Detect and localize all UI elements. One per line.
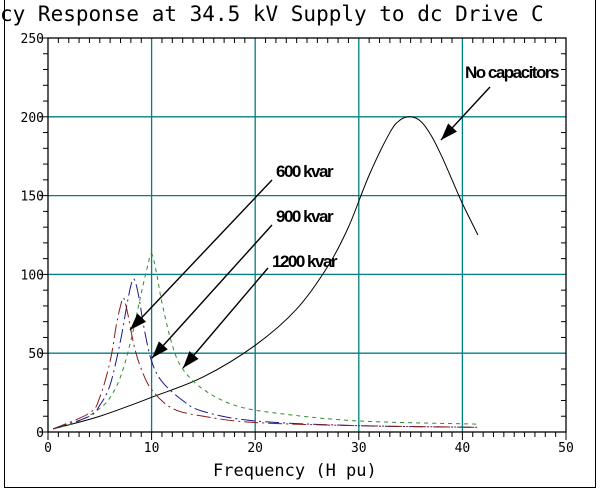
y-tick-label: 100 [21,268,44,283]
y-tick-label: 150 [21,190,44,205]
annotation-label: 600 kvar [276,162,334,181]
arrowhead-icon [441,123,457,140]
x-tick-label: 40 [455,441,471,456]
y-tick-label: 200 [21,111,44,126]
arrowhead-icon [130,313,147,330]
chart-title: cy Response at 34.5 kV Supply to dc Driv… [0,2,544,26]
annotation-arrow-line [129,179,273,331]
y-tick-label: 250 [21,32,44,47]
x-tick-label: 0 [44,441,52,456]
annotation-label: 900 kvar [276,207,334,226]
x-tick-label: 10 [144,441,160,456]
series-1200-kvar [53,253,478,430]
y-tick-label: 50 [28,347,44,362]
x-axis-label: Frequency (H pu) [213,461,377,481]
x-tick-label: 50 [558,441,574,456]
annotation-arrow-line [151,224,273,359]
chart-frame [4,0,596,488]
x-tick-label: 30 [351,441,367,456]
series-900-kvar [53,278,478,430]
x-tick-label: 20 [247,441,263,456]
annotation-label: 1200 kvar [272,252,338,271]
series-600-kvar [52,297,478,430]
arrowhead-icon [183,351,199,368]
annotation-label: No capacitors [465,63,559,82]
series-no-capacitors [53,116,479,430]
arrowhead-icon [152,341,168,358]
y-tick-label: 0 [36,426,44,441]
axes-box [47,37,567,433]
annotation-arrow-line [182,267,269,369]
